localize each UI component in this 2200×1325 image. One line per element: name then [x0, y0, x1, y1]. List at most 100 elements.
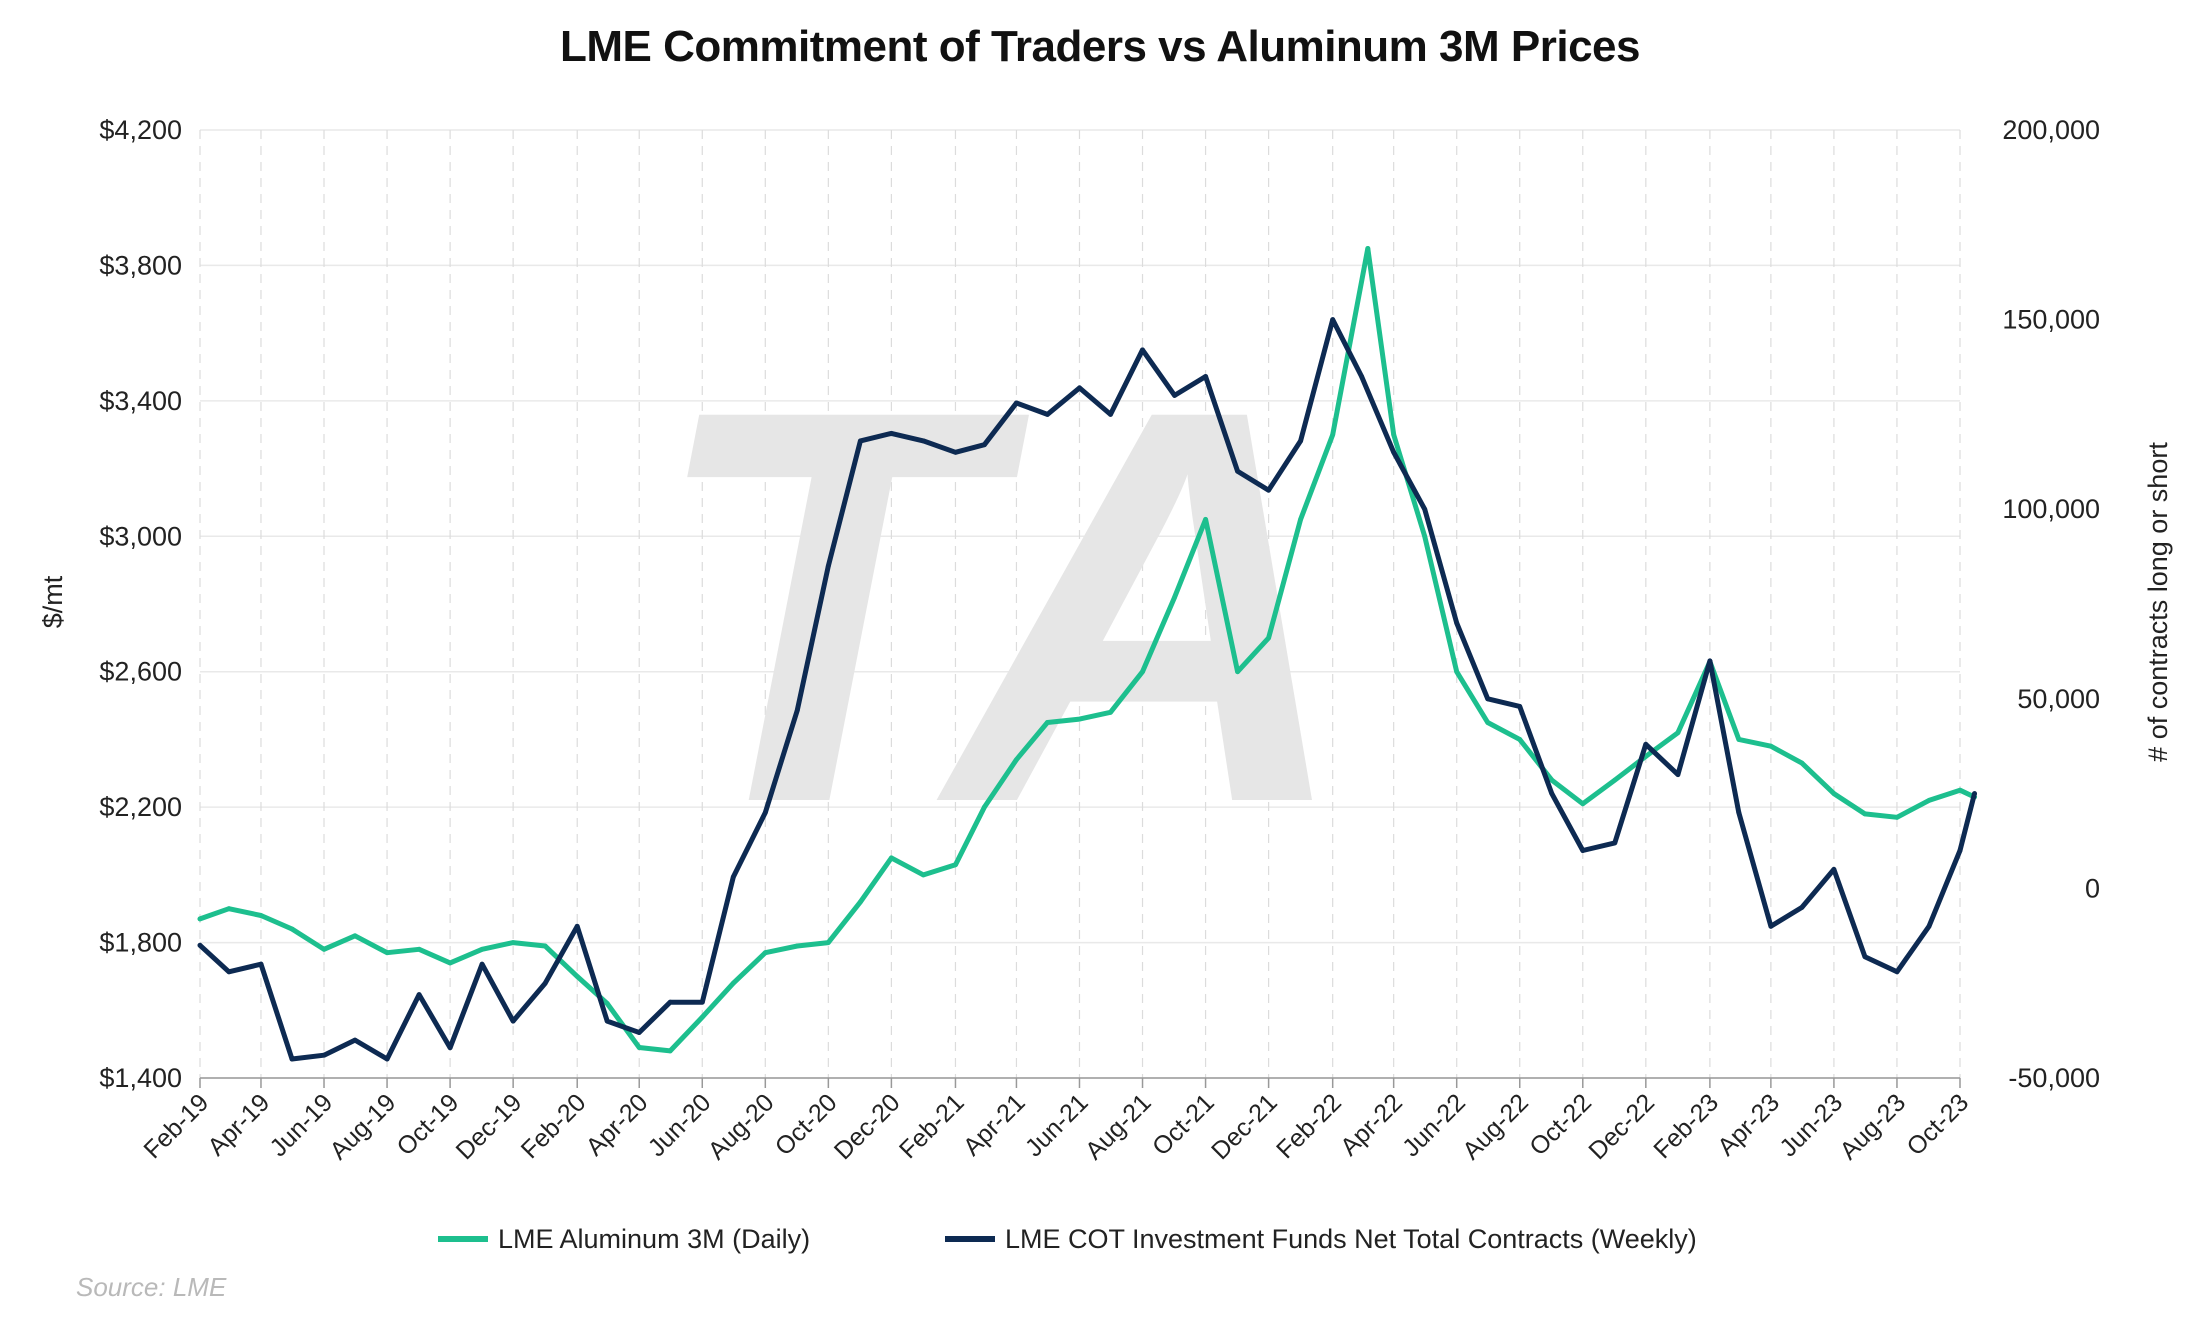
- x-tick-label: Jun-23: [1774, 1088, 1848, 1162]
- series-1-point: [352, 933, 358, 939]
- series-2-point: [1549, 791, 1555, 796]
- series-2-point: [197, 942, 203, 948]
- series-2-point: [479, 961, 485, 967]
- series-2-point: [1172, 393, 1177, 398]
- series-1-point: [289, 926, 295, 932]
- y-left-tick-label: $2,600: [99, 657, 182, 687]
- x-tick-label: Feb-19: [138, 1088, 214, 1164]
- y-right-tick-label: 200,000: [2002, 115, 2100, 145]
- series-1-point: [1203, 517, 1208, 522]
- series-1-point: [321, 946, 327, 952]
- series-1-point: [1831, 791, 1837, 796]
- series-1-point: [384, 950, 390, 956]
- series-1-point: [1957, 787, 1963, 793]
- series-2-point: [1045, 412, 1050, 417]
- series-1-point: [1422, 533, 1428, 539]
- series-1-point: [953, 862, 958, 868]
- series-1-point: [1365, 246, 1371, 251]
- series-2-point: [1957, 848, 1963, 853]
- y-right-tick-label: 50,000: [2017, 684, 2100, 714]
- y-left-tick-label: $1,400: [99, 1063, 182, 1093]
- series-2-point: [1643, 741, 1649, 747]
- x-tick-label: Aug-23: [1834, 1088, 1911, 1165]
- series-2-point: [384, 1056, 390, 1062]
- series-2-point: [447, 1045, 453, 1051]
- axis-labels: $/mt # of contracts long or short: [38, 442, 2173, 762]
- x-tick-label: Dec-19: [451, 1088, 528, 1165]
- series-1-point: [1172, 594, 1177, 600]
- y-left-tick-label: $3,000: [99, 521, 182, 551]
- series-2-point: [889, 431, 894, 436]
- series-1-point: [982, 804, 987, 810]
- series-1-point: [258, 913, 264, 918]
- series-2-point: [1485, 696, 1491, 702]
- y-left-tick-label: $3,400: [99, 386, 182, 416]
- series-2-point: [921, 438, 926, 444]
- series-line-1: [197, 246, 1977, 1054]
- series-1-point: [699, 1014, 705, 1020]
- series-2-point: [1675, 772, 1681, 777]
- x-tick-label: Oct-21: [1147, 1088, 1220, 1161]
- series-1-point: [762, 950, 768, 956]
- y-right-tick-label: -50,000: [2008, 1063, 2100, 1093]
- x-tick-label: Apr-23: [1712, 1088, 1785, 1161]
- x-tick-label: Feb-20: [516, 1088, 592, 1164]
- series-1-point: [604, 1001, 610, 1006]
- series-1-point: [1391, 432, 1397, 438]
- series-2-point: [1707, 658, 1713, 664]
- series-2-point: [1014, 400, 1019, 406]
- x-tick-label: Apr-22: [1335, 1088, 1408, 1161]
- x-tick-label: Feb-22: [1271, 1088, 1347, 1164]
- x-tick-label: Jun-21: [1020, 1088, 1094, 1162]
- series-1-point: [1549, 777, 1555, 783]
- series-1-point: [1768, 743, 1774, 749]
- x-tick-label: Dec-20: [829, 1088, 906, 1165]
- x-tick-label: Aug-21: [1080, 1088, 1157, 1165]
- series-2-point: [667, 999, 673, 1005]
- series-1-point: [447, 960, 453, 966]
- series-1-point: [730, 980, 736, 986]
- series-1-point: [667, 1048, 673, 1054]
- series-2-point: [226, 969, 232, 975]
- series-2-point: [1235, 468, 1240, 474]
- x-tick-label: Apr-19: [202, 1088, 275, 1161]
- series-1-point: [1485, 720, 1491, 725]
- series-1-point: [1799, 760, 1805, 766]
- series-1-point: [574, 974, 580, 979]
- series-2-point: [352, 1037, 358, 1043]
- series-2-point: [510, 1018, 516, 1024]
- legend-label-2: LME COT Investment Funds Net Total Contr…: [1005, 1224, 1697, 1254]
- legend-label-1: LME Aluminum 3M (Daily): [498, 1224, 810, 1254]
- series-2-point: [1768, 923, 1774, 929]
- x-tick-label: Dec-22: [1583, 1088, 1660, 1165]
- series-2-point: [1266, 487, 1271, 493]
- source-note: Source: LME: [76, 1272, 227, 1302]
- series-2-point: [416, 992, 422, 997]
- x-tick-label: Oct-22: [1524, 1088, 1597, 1161]
- series-2-point: [604, 1018, 610, 1024]
- series-1-point: [1266, 635, 1271, 641]
- series-1-point: [1045, 720, 1050, 725]
- series-2-point: [289, 1056, 295, 1062]
- series-1-point: [825, 940, 831, 945]
- series-2-point: [858, 438, 863, 444]
- series-1-point: [1298, 517, 1303, 522]
- x-tick-label: Aug-19: [324, 1088, 401, 1165]
- series-2-point: [1862, 954, 1868, 960]
- series-1-point: [636, 1045, 642, 1050]
- x-tick-label: Aug-20: [703, 1088, 780, 1165]
- x-tick-label: Aug-22: [1457, 1088, 1534, 1165]
- y-right-tick-label: 150,000: [2002, 305, 2100, 335]
- y-right-tick-label: 0: [2085, 873, 2100, 903]
- series-1-point: [1014, 757, 1019, 763]
- series-2-point: [730, 874, 736, 880]
- series-2-point: [1972, 791, 1977, 796]
- series-2-point: [1831, 867, 1837, 872]
- y-right-tick-label: 100,000: [2002, 494, 2100, 524]
- series-2-point: [762, 810, 768, 815]
- series-2-point: [1799, 905, 1805, 910]
- x-tick-label: Jun-19: [264, 1088, 338, 1162]
- series-1-point: [1108, 709, 1113, 715]
- series-2-point: [542, 980, 548, 986]
